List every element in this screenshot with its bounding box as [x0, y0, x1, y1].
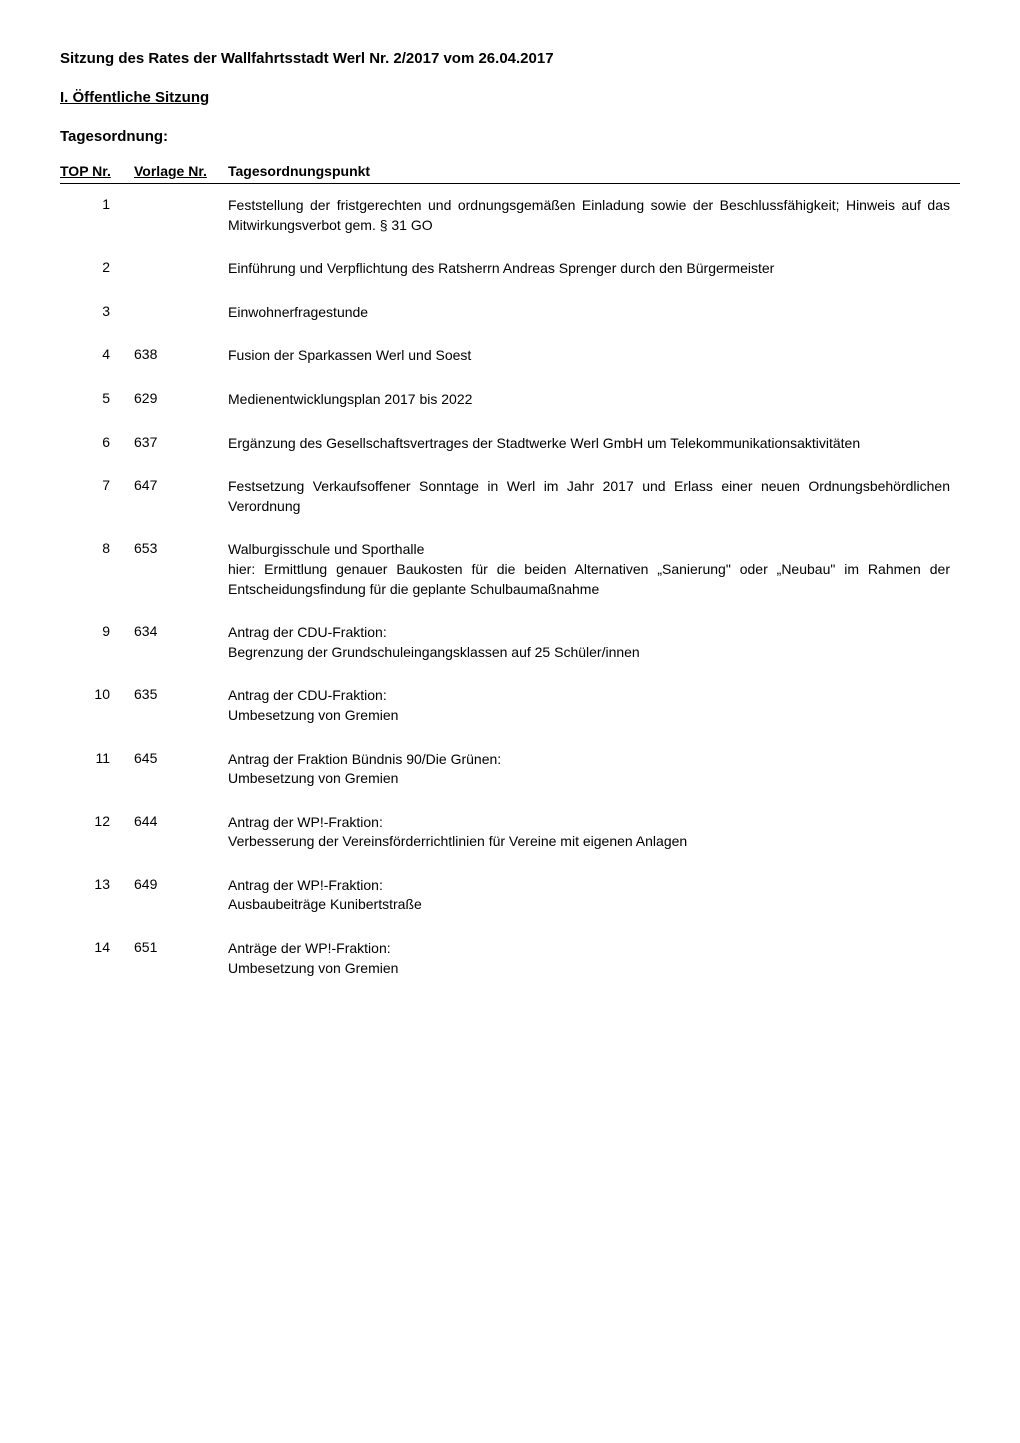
document-title: Sitzung des Rates der Wallfahrtsstadt We… [60, 50, 960, 67]
table-row: 14651Anträge der WP!-Fraktion:Umbesetzun… [60, 927, 960, 990]
cell-top: 1 [60, 184, 134, 248]
cell-text: Medienentwicklungsplan 2017 bis 2022 [228, 378, 960, 422]
table-row: 1 Feststellung der fristgerechten und ord… [60, 184, 960, 248]
cell-top: 5 [60, 378, 134, 422]
agenda-subheading: Tagesordnung: [60, 128, 960, 145]
cell-text: Antrag der WP!-Fraktion:Ausbaubeiträge K… [228, 864, 960, 927]
col-header-text: Tagesordnungspunkt [228, 159, 960, 184]
cell-vorlage: 647 [134, 465, 228, 528]
table-row: 13649Antrag der WP!-Fraktion:Ausbaubeitr… [60, 864, 960, 927]
cell-text: Antrag der CDU-Fraktion:Umbesetzung von … [228, 674, 960, 737]
cell-text: Einwohnerfragestunde [228, 291, 960, 335]
agenda-table: TOP Nr. Vorlage Nr. Tagesordnungspunkt 1… [60, 159, 960, 990]
section-heading: I. Öffentliche Sitzung [60, 89, 960, 106]
cell-top: 8 [60, 528, 134, 611]
cell-top: 3 [60, 291, 134, 335]
cell-vorlage [134, 184, 228, 248]
col-header-top: TOP Nr. [60, 159, 134, 184]
cell-top: 14 [60, 927, 134, 990]
table-row: 8653Walburgisschule und Sporthallehier: … [60, 528, 960, 611]
cell-top: 9 [60, 611, 134, 674]
cell-text: Fusion der Sparkassen Werl und Soest [228, 334, 960, 378]
cell-text: Walburgisschule und Sporthallehier: Ermi… [228, 528, 960, 611]
cell-vorlage [134, 291, 228, 335]
table-row: 10635Antrag der CDU-Fraktion:Umbesetzung… [60, 674, 960, 737]
cell-vorlage: 635 [134, 674, 228, 737]
cell-text: Antrag der Fraktion Bündnis 90/Die Grüne… [228, 738, 960, 801]
cell-top: 10 [60, 674, 134, 737]
cell-vorlage: 651 [134, 927, 228, 990]
cell-vorlage [134, 247, 228, 291]
table-row: 7647Festsetzung Verkaufsoffener Sonntage… [60, 465, 960, 528]
agenda-body: 1 Feststellung der fristgerechten und ord… [60, 184, 960, 991]
table-row: 5629Medienentwicklungsplan 2017 bis 2022 [60, 378, 960, 422]
cell-text: Feststellung der fristgerechten und ordn… [228, 184, 960, 248]
table-row: 4638Fusion der Sparkassen Werl und Soest [60, 334, 960, 378]
col-header-vorlage: Vorlage Nr. [134, 159, 228, 184]
cell-vorlage: 644 [134, 801, 228, 864]
cell-top: 2 [60, 247, 134, 291]
cell-text: Ergänzung des Gesellschaftsvertrages der… [228, 422, 960, 466]
cell-text: Anträge der WP!-Fraktion:Umbesetzung von… [228, 927, 960, 990]
cell-vorlage: 634 [134, 611, 228, 674]
table-row: 3 Einwohnerfragestunde [60, 291, 960, 335]
table-row: 6637Ergänzung des Gesellschaftsvertrages… [60, 422, 960, 466]
table-row: 12644Antrag der WP!-Fraktion:Verbesserun… [60, 801, 960, 864]
cell-vorlage: 649 [134, 864, 228, 927]
table-row: 2 Einführung und Verpflichtung des Ratshe… [60, 247, 960, 291]
cell-top: 12 [60, 801, 134, 864]
cell-vorlage: 645 [134, 738, 228, 801]
cell-text: Festsetzung Verkaufsoffener Sonntage in … [228, 465, 960, 528]
cell-vorlage: 653 [134, 528, 228, 611]
cell-top: 11 [60, 738, 134, 801]
cell-text: Antrag der WP!-Fraktion:Verbesserung der… [228, 801, 960, 864]
cell-text: Antrag der CDU-Fraktion:Begrenzung der G… [228, 611, 960, 674]
cell-top: 7 [60, 465, 134, 528]
cell-top: 6 [60, 422, 134, 466]
cell-top: 4 [60, 334, 134, 378]
cell-vorlage: 638 [134, 334, 228, 378]
cell-vorlage: 629 [134, 378, 228, 422]
cell-text: Einführung und Verpflichtung des Ratsher… [228, 247, 960, 291]
cell-vorlage: 637 [134, 422, 228, 466]
cell-top: 13 [60, 864, 134, 927]
table-row: 11645Antrag der Fraktion Bündnis 90/Die … [60, 738, 960, 801]
table-row: 9634Antrag der CDU-Fraktion:Begrenzung d… [60, 611, 960, 674]
